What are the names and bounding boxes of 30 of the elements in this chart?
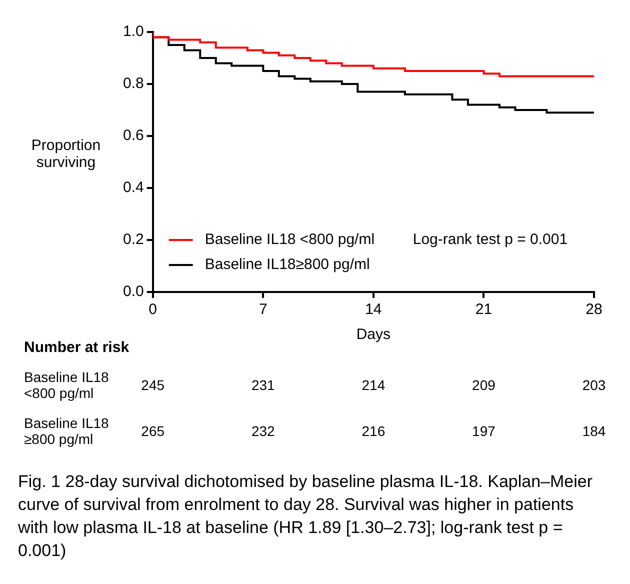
y-axis-title: Proportion surviving (31, 136, 101, 171)
text: Number at risk (24, 339, 130, 356)
y-tick-label: 0.8 (122, 75, 144, 92)
y-tick-label: 0.2 (122, 231, 144, 248)
x-tick-label: 28 (586, 301, 602, 318)
x-axis-title: Days (356, 326, 391, 344)
text: Baseline IL18 <800 pg/ml (24, 368, 110, 401)
caption: Fig. 1 28-day survival dichotomised by baseline plasma IL-18. Kaplan–Meier curve of survival from enrolment to day 28. Survival was higher in patients with low plasma IL-18 at baseline (HR 1.89 [1.30–2.73]; log-rank test p = 0.001) (17, 471, 594, 562)
legend-label: Baseline IL18 <800 pg/ml (204, 231, 375, 248)
text: 216 (362, 422, 386, 439)
y-tick-label: 0.4 (122, 179, 144, 196)
text: 232 (251, 422, 276, 439)
text: 203 (582, 376, 606, 393)
x-tick-label: 21 (475, 301, 492, 318)
text: 184 (582, 422, 606, 439)
y-tick-label: 0.6 (122, 127, 144, 144)
text: 209 (472, 376, 496, 393)
text: 265 (141, 422, 165, 439)
annotation: Log-rank test p = 0.001 (412, 231, 568, 248)
text: 245 (141, 376, 165, 393)
y-tick-label: 0.0 (122, 283, 144, 300)
x-tick-label: 14 (365, 301, 382, 318)
text: 197 (472, 422, 496, 439)
text: Baseline IL18 ≥800 pg/ml (24, 414, 110, 447)
x-tick-label: 0 (148, 301, 158, 318)
legend-label: Baseline IL18≥800 pg/ml (204, 256, 370, 274)
text: 214 (362, 376, 386, 393)
y-tick-label: 1.0 (122, 23, 144, 40)
text: 231 (251, 376, 276, 393)
x-tick-label: 7 (258, 301, 268, 318)
